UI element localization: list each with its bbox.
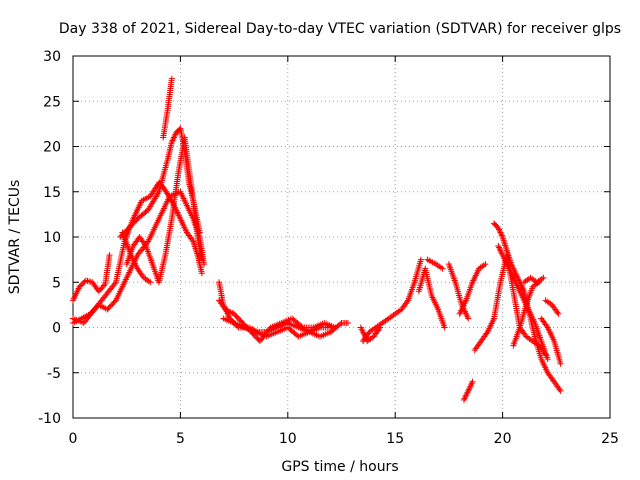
y-tick-label: 15 <box>43 185 61 201</box>
series-arc-22 <box>521 275 546 286</box>
y-tick-label: 20 <box>43 140 61 156</box>
x-axis-label: GPS time / hours <box>281 459 398 475</box>
chart-title: Day 338 of 2021, Sidereal Day-to-day VTE… <box>59 21 621 37</box>
axis-ticks: 0 5 10 15 20 25 -10 -5 0 5 10 15 20 25 30 <box>38 49 619 447</box>
y-tick-label: 30 <box>43 49 61 65</box>
y-tick-label: -5 <box>47 366 61 382</box>
y-tick-label: 10 <box>43 230 61 246</box>
y-tick-label: -10 <box>38 411 61 427</box>
y-tick-label: 5 <box>52 275 61 291</box>
series-arc-17 <box>461 379 476 403</box>
y-tick-label: 0 <box>52 321 61 337</box>
series-arc-16 <box>457 261 489 317</box>
x-tick-label: 25 <box>601 431 619 447</box>
grid <box>73 56 610 418</box>
x-tick-label: 10 <box>279 431 297 447</box>
x-tick-label: 20 <box>494 431 512 447</box>
sdtvar-chart: Day 338 of 2021, Sidereal Day-to-day VTE… <box>0 0 640 480</box>
y-tick-label: 25 <box>43 94 61 110</box>
series-arc-13 <box>416 266 448 331</box>
y-axis-label: SDTVAR / TECUs <box>7 180 23 295</box>
x-tick-label: 15 <box>386 431 404 447</box>
series-arc-11 <box>360 257 424 344</box>
x-tick-label: 5 <box>176 431 185 447</box>
x-tick-label: 0 <box>69 431 78 447</box>
series-arc-24 <box>543 297 562 317</box>
series-arc-14 <box>424 257 445 272</box>
data-points <box>70 76 564 403</box>
series-arc-7 <box>160 76 175 141</box>
